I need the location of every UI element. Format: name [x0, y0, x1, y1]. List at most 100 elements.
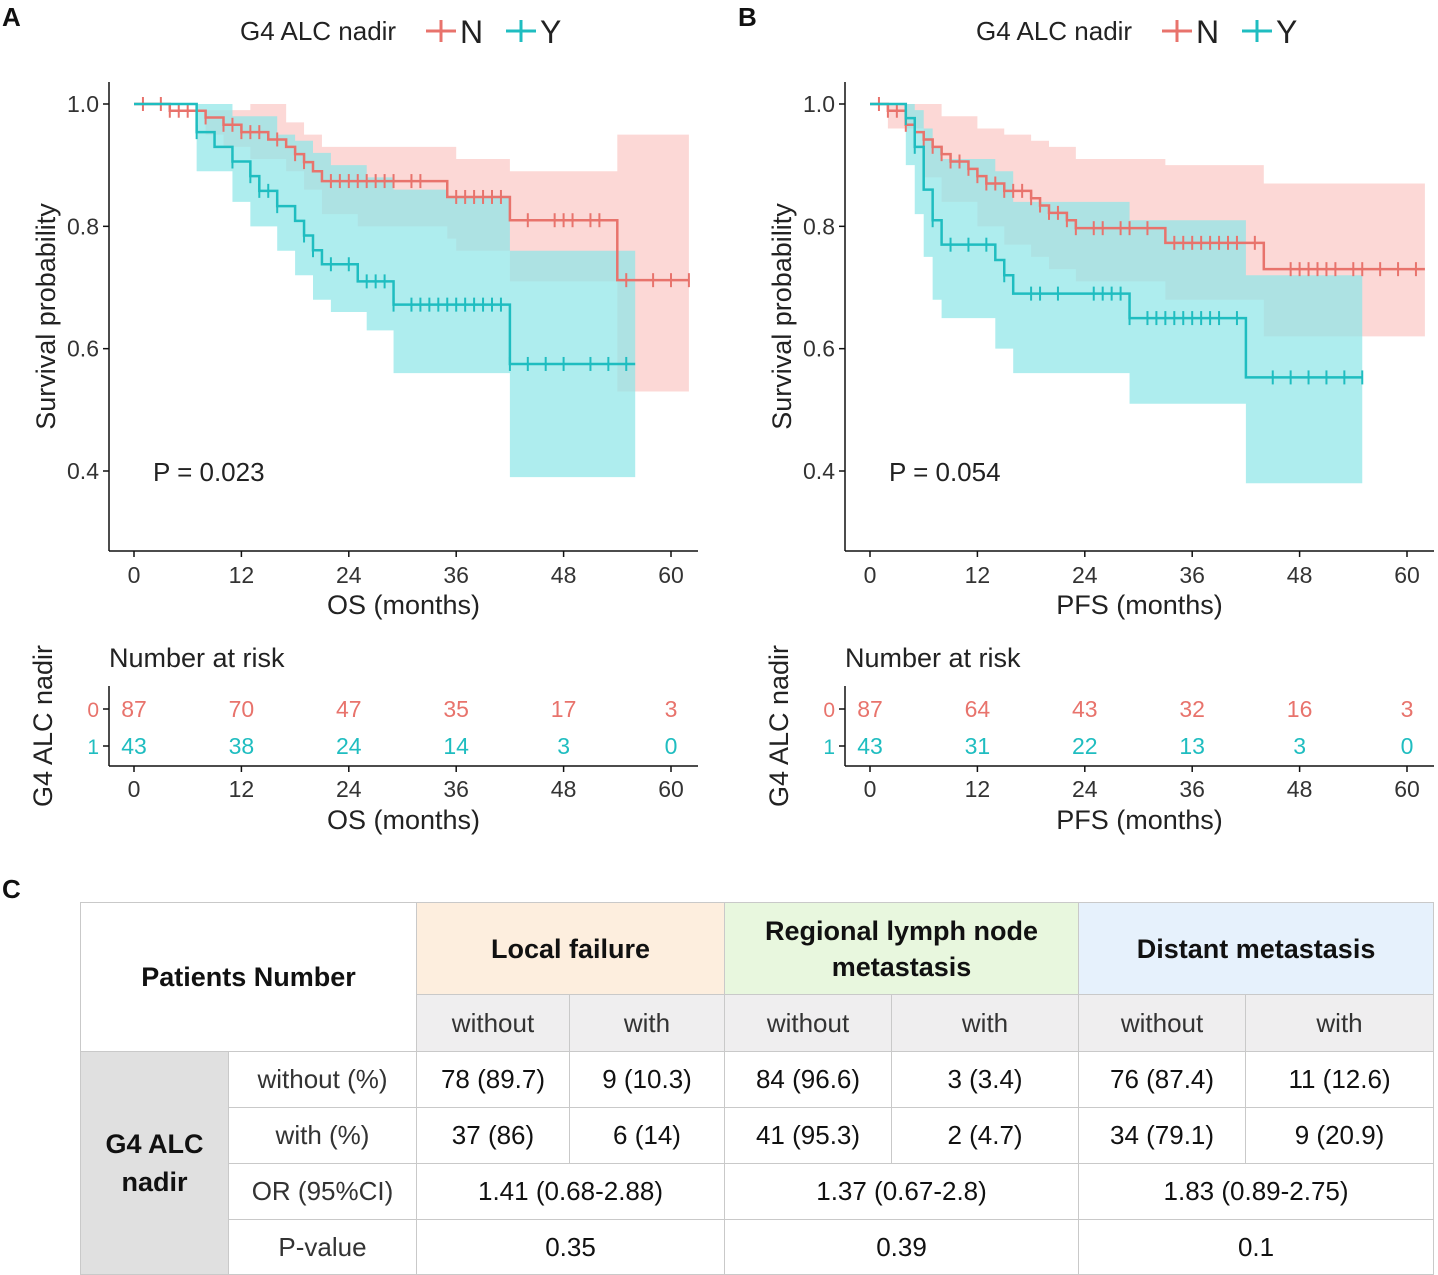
table-row: OR (95%CI) 1.41 (0.68-2.88) 1.37 (0.67-2…: [81, 1163, 1435, 1220]
subheader: without: [724, 994, 893, 1052]
corner-header: Patients Number: [80, 902, 417, 1052]
risk-x-tick-label: 0: [128, 776, 141, 802]
risk-count: 43: [857, 733, 883, 759]
risk-count: 22: [1072, 733, 1098, 759]
risk-x-tick-label: 0: [864, 776, 877, 802]
risk-x-tick-label: 12: [965, 776, 991, 802]
y-tick-label: 0.8: [67, 213, 99, 239]
legend-title: G4 ALC nadir: [976, 16, 1132, 46]
subheader: without: [1078, 994, 1247, 1052]
row-label: without (%): [228, 1051, 417, 1108]
subheader: with: [1245, 994, 1435, 1052]
risk-row-label: 1: [823, 736, 835, 759]
table-cell: 6 (14): [568, 1107, 726, 1164]
risk-count: 14: [443, 733, 469, 759]
risk-x-tick-label: 60: [658, 776, 684, 802]
p-value: P = 0.054: [889, 457, 1001, 487]
risk-x-axis-label: OS (months): [327, 805, 480, 835]
table-cell: 3 (3.4): [891, 1051, 1080, 1108]
risk-x-tick-label: 60: [1394, 776, 1420, 802]
km-plot-os: [134, 97, 690, 478]
row-label: P-value: [228, 1219, 417, 1275]
group-header-regional: Regional lymph node metastasis: [724, 902, 1080, 995]
y-tick-label: 1.0: [803, 91, 835, 117]
table-cell: 76 (87.4): [1078, 1051, 1247, 1108]
legend-label: N: [1196, 14, 1219, 50]
risk-table-title: Number at risk: [845, 643, 1021, 673]
x-tick-label: 36: [443, 562, 469, 588]
subheader: with: [568, 994, 726, 1052]
table-cell: 0.1: [1078, 1219, 1435, 1275]
risk-count: 3: [665, 696, 678, 722]
table-cell: 1.83 (0.89-2.75): [1078, 1163, 1435, 1220]
y-tick-label: 0.4: [803, 458, 835, 484]
x-tick-label: 60: [658, 562, 684, 588]
x-tick-label: 60: [1394, 562, 1420, 588]
table-cell: 84 (96.6): [724, 1051, 893, 1108]
table-cell: 9 (20.9): [1245, 1107, 1435, 1164]
subheader: without: [416, 994, 570, 1052]
y-axis-label: Survival probability: [767, 203, 797, 430]
legend-label: Y: [540, 14, 561, 50]
risk-count: 13: [1179, 733, 1205, 759]
risk-x-tick-label: 24: [336, 776, 362, 802]
table-cell: 1.41 (0.68-2.88): [415, 1163, 726, 1220]
x-tick-label: 12: [965, 562, 991, 588]
table-cell: 34 (79.1): [1078, 1107, 1247, 1164]
y-tick-label: 0.4: [67, 458, 99, 484]
km-plot-pfs: [870, 97, 1425, 484]
panel-letter-a: A: [2, 2, 21, 32]
group-header-distant: Distant metastasis: [1078, 902, 1435, 995]
risk-x-axis-label: PFS (months): [1056, 805, 1223, 835]
y-tick-label: 0.6: [67, 336, 99, 362]
risk-count: 3: [1401, 696, 1414, 722]
risk-row-label: 0: [87, 699, 99, 722]
x-tick-label: 48: [551, 562, 577, 588]
y-tick-label: 0.6: [803, 336, 835, 362]
y-tick-label: 0.8: [803, 213, 835, 239]
row-label: with (%): [228, 1107, 417, 1164]
group-header-local: Local failure: [415, 902, 726, 995]
survival-charts: G4 ALC nadir N Y 1.0 0.8 0.6 0.4 0 12 24 36 48 60 OS …: [28, 14, 1434, 835]
row-group-label: G4 ALC nadir: [80, 1051, 229, 1275]
risk-count: 47: [336, 696, 362, 722]
risk-x-tick-label: 24: [1072, 776, 1098, 802]
x-tick-label: 0: [128, 562, 141, 588]
table-cell: 2 (4.7): [891, 1107, 1080, 1164]
risk-count: 3: [557, 733, 570, 759]
risk-x-tick-label: 36: [1179, 776, 1205, 802]
risk-count: 3: [1293, 733, 1306, 759]
panel-letter-b: B: [738, 2, 757, 32]
risk-table-title: Number at risk: [109, 643, 285, 673]
risk-count: 38: [229, 733, 255, 759]
table-cell: 1.37 (0.67-2.8): [724, 1163, 1080, 1220]
table-cell: 0.35: [415, 1219, 726, 1275]
risk-count: 43: [121, 733, 147, 759]
legend-title: G4 ALC nadir: [240, 16, 396, 46]
x-tick-label: 0: [864, 562, 877, 588]
risk-count: 0: [665, 733, 678, 759]
panel-letter-c: C: [2, 874, 21, 904]
x-axis-label: OS (months): [327, 590, 480, 620]
table-cell: 37 (86): [416, 1107, 570, 1164]
risk-y-axis-label: G4 ALC nadir: [764, 645, 794, 807]
x-tick-label: 36: [1179, 562, 1205, 588]
risk-count: 0: [1401, 733, 1414, 759]
risk-x-tick-label: 48: [551, 776, 577, 802]
table-cell: 0.39: [724, 1219, 1080, 1275]
outcome-table: Patients Number Local failure Regional l…: [80, 902, 1435, 1275]
x-tick-label: 48: [1287, 562, 1313, 588]
table-row: G4 ALC nadir without (%) 78 (89.7) 9 (10…: [80, 1051, 1435, 1275]
risk-row-label: 0: [823, 699, 835, 722]
risk-x-tick-label: 36: [443, 776, 469, 802]
table-cell: 11 (12.6): [1245, 1051, 1435, 1108]
risk-count: 87: [857, 696, 883, 722]
risk-count: 35: [443, 696, 469, 722]
risk-count: 32: [1179, 696, 1205, 722]
risk-count: 87: [121, 696, 147, 722]
risk-y-axis-label: G4 ALC nadir: [28, 645, 58, 807]
legend-label: Y: [1276, 14, 1297, 50]
risk-count: 31: [965, 733, 991, 759]
table-cell: 41 (95.3): [724, 1107, 893, 1164]
table-cell: 78 (89.7): [416, 1051, 570, 1108]
